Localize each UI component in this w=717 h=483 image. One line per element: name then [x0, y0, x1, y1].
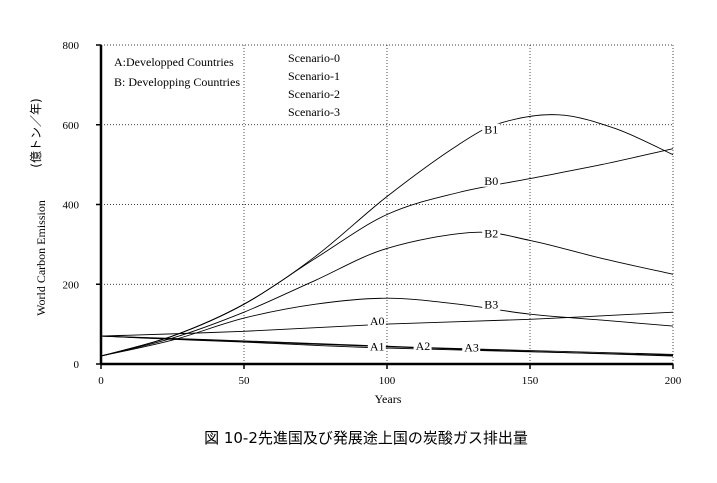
- series-label-b2: B2: [484, 226, 498, 240]
- series-label-bg: [482, 298, 501, 311]
- scenario-item: Scenario-1: [288, 69, 340, 83]
- legend-group-item: B: Developping Countries: [114, 75, 240, 89]
- series-line-a0: [100, 311, 674, 337]
- grid: [101, 44, 674, 364]
- series-label-a0: A0: [370, 314, 385, 328]
- axes: [96, 44, 674, 369]
- series-line-b3: [100, 297, 674, 357]
- series-label-bg: [482, 123, 501, 136]
- y-tick-label: 0: [74, 359, 80, 371]
- series-label-a3: A3: [464, 340, 479, 354]
- y-axis-title: World Carbon Emission: [34, 200, 48, 316]
- y-tick-label: 400: [63, 200, 80, 212]
- series-line-b2: [100, 231, 674, 357]
- legend-groups: A:Developped Countries B: Developping Cou…: [114, 55, 240, 89]
- y-tick-label: 800: [63, 40, 80, 52]
- scenario-item: Scenario-3: [288, 105, 340, 119]
- series-label-b0: B0: [484, 174, 498, 188]
- x-axis-title: Years: [375, 392, 402, 406]
- scenario-item: Scenario-0: [288, 51, 340, 65]
- series-line-b0: [100, 148, 674, 357]
- y-tick-label: 600: [63, 120, 80, 132]
- tick-labels: 0 50 100 150 200 0 200 400 600 800: [63, 40, 682, 387]
- series-label-bg: [462, 341, 481, 354]
- series-label-bg: [413, 339, 432, 352]
- x-tick-label: 150: [522, 375, 539, 387]
- x-tick-label: 200: [665, 375, 682, 387]
- series-label-bg: [367, 340, 386, 353]
- figure-caption: 図 10-2先進国及び発展途上国の炭酸ガス排出量: [204, 429, 528, 447]
- series-label-b3: B3: [484, 297, 498, 311]
- series-label-a1: A1: [370, 340, 385, 354]
- x-tick-label: 50: [239, 375, 251, 387]
- series-label-b1: B1: [484, 123, 498, 137]
- series-label-bg: [482, 174, 501, 187]
- y-tick-label: 200: [63, 279, 80, 291]
- scenario-list: Scenario-0 Scenario-1 Scenario-2 Scenario-3: [288, 51, 340, 119]
- series-label-bg: [482, 227, 501, 240]
- series-label-bg: [367, 315, 386, 328]
- legend-group-item: A:Developped Countries: [114, 55, 234, 69]
- series-lines: [100, 114, 674, 357]
- series-label-a2: A2: [416, 339, 431, 353]
- x-tick-label: 100: [379, 375, 396, 387]
- scenario-item: Scenario-2: [288, 87, 340, 101]
- y-axis-unit: (億トン／年): [29, 98, 43, 167]
- series-labels: B1 B0 B2 B3 A0 A1 A2 A3: [367, 123, 501, 354]
- x-tick-label: 0: [98, 375, 104, 387]
